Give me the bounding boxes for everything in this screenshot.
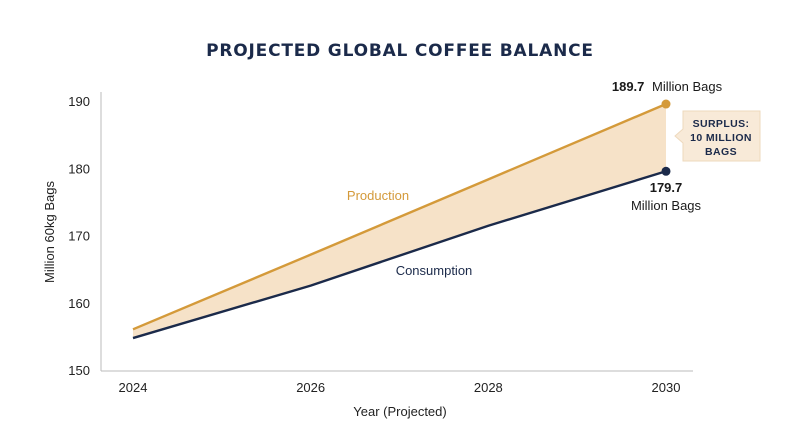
x-axis-ticks: 2024 2026 2028 2030 (119, 380, 681, 395)
y-tick-label: 190 (68, 94, 90, 109)
surplus-gap-area (133, 104, 666, 339)
y-tick-label: 160 (68, 296, 90, 311)
chart-title: PROJECTED GLOBAL COFFEE BALANCE (206, 41, 594, 61)
callout-line-1: SURPLUS: (693, 118, 750, 130)
x-tick-label: 2030 (652, 380, 681, 395)
consumption-series-label: Consumption (396, 263, 473, 278)
callout-box (674, 110, 761, 162)
callout-line-3: BAGS (705, 146, 737, 158)
production-line (132, 102, 667, 331)
x-tick-label: 2024 (119, 380, 148, 395)
production-end-label: 189.7 Million Bags (612, 79, 723, 94)
y-axis-ticks: 150 160 170 180 190 (68, 94, 90, 378)
y-tick-label: 150 (68, 363, 90, 378)
production-end-unit: Million Bags (652, 79, 723, 94)
x-axis-label: Year (Projected) (353, 404, 446, 419)
surplus-gap-fill (133, 104, 666, 339)
consumption-end-value: 179.7 (650, 180, 683, 195)
production-series-label: Production (347, 188, 409, 203)
production-end-marker (661, 99, 671, 109)
y-tick-label: 170 (68, 229, 90, 244)
consumption-line (132, 170, 667, 340)
series-lines (132, 99, 671, 340)
x-tick-label: 2028 (474, 380, 503, 395)
surplus-callout: SURPLUS: 10 MILLION BAGS (674, 110, 761, 162)
consumption-end-unit: Million Bags (631, 198, 702, 213)
callout-line-2: 10 MILLION (690, 132, 752, 144)
y-axis-label: Million 60kg Bags (42, 181, 57, 283)
consumption-end-marker (661, 166, 671, 176)
x-tick-label: 2026 (296, 380, 325, 395)
production-end-value: 189.7 (612, 79, 645, 94)
y-tick-label: 180 (68, 161, 90, 176)
